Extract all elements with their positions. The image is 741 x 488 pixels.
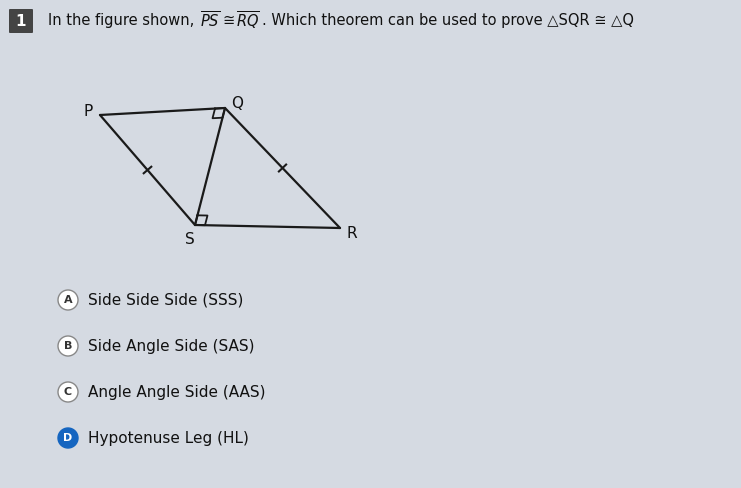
Text: ≅: ≅ bbox=[222, 14, 234, 28]
Text: $\overline{PS}$: $\overline{PS}$ bbox=[200, 11, 220, 31]
Text: Q: Q bbox=[231, 96, 243, 110]
Text: Angle Angle Side (AAS): Angle Angle Side (AAS) bbox=[88, 385, 265, 400]
Text: B: B bbox=[64, 341, 72, 351]
Text: Side Side Side (SSS): Side Side Side (SSS) bbox=[88, 292, 243, 307]
Circle shape bbox=[58, 382, 78, 402]
Text: D: D bbox=[64, 433, 73, 443]
Text: R: R bbox=[347, 225, 357, 241]
Text: Hypotenuse Leg (HL): Hypotenuse Leg (HL) bbox=[88, 430, 249, 446]
Text: S: S bbox=[185, 232, 195, 247]
Text: Side Angle Side (SAS): Side Angle Side (SAS) bbox=[88, 339, 254, 353]
Text: P: P bbox=[84, 104, 93, 120]
Text: 1: 1 bbox=[16, 14, 26, 28]
Circle shape bbox=[58, 428, 78, 448]
Text: A: A bbox=[64, 295, 73, 305]
Text: . Which theorem can be used to prove △SQR ≅ △Q: . Which theorem can be used to prove △SQ… bbox=[262, 14, 634, 28]
Circle shape bbox=[58, 290, 78, 310]
Text: $\overline{RQ}$: $\overline{RQ}$ bbox=[236, 10, 259, 32]
Text: C: C bbox=[64, 387, 72, 397]
Circle shape bbox=[58, 336, 78, 356]
Text: In the figure shown,: In the figure shown, bbox=[48, 14, 199, 28]
FancyBboxPatch shape bbox=[9, 9, 33, 33]
